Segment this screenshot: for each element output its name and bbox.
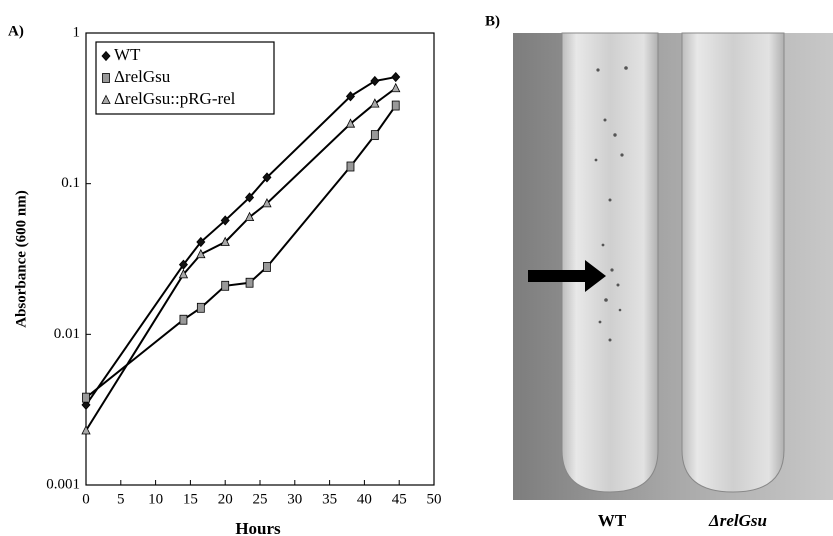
marker [370,98,380,108]
legend-label: ΔrelGsu::pRG-rel [114,89,236,108]
x-tick-label: 0 [82,491,90,507]
y-tick-label: 0.001 [46,476,80,492]
legend-box [95,41,275,115]
x-tick-label: 35 [322,491,337,507]
series-line [85,104,397,399]
x-tick-label: 10 [148,491,163,507]
marker [81,399,91,411]
panel-label: A) [8,23,24,39]
marker [391,82,401,93]
y-axis-label: Absorbance (600 nm) [13,190,29,328]
marker [263,262,271,272]
marker [81,425,91,435]
x-axis-label: Hours [235,519,281,536]
marker [370,75,380,87]
marker [391,71,401,83]
marker [221,280,230,291]
marker [179,314,188,325]
marker [220,236,230,246]
marker [196,302,205,313]
x-tick-label: 40 [357,491,372,507]
marker [178,268,189,279]
legend-marker [101,94,111,104]
photo-label: ΔrelGsu [708,511,767,530]
marker [262,172,272,183]
y-tick-label: 1 [73,24,81,40]
x-tick-label: 15 [183,491,198,507]
marker [245,277,254,288]
marker [82,392,90,403]
marker [391,100,400,111]
x-tick-label: 50 [427,491,442,507]
legend-label: ΔrelGsu [114,67,171,86]
marker [196,236,206,248]
x-tick-label: 25 [253,491,268,507]
marker [245,192,255,203]
legend-label: WT [114,45,141,64]
marker [196,248,206,259]
marker [262,197,272,208]
x-tick-label: 5 [117,491,125,507]
marker [220,215,230,226]
marker [244,211,255,221]
marker [346,161,355,172]
legend-marker [101,50,111,62]
y-tick-label: 0.1 [61,175,80,191]
x-tick-label: 45 [392,491,407,507]
marker [345,91,356,102]
marker [370,130,379,141]
x-tick-label: 20 [218,491,233,507]
y-tick-label: 0.01 [54,326,80,342]
photo-label: WT [598,511,627,530]
marker [345,118,356,128]
x-tick-label: 30 [287,491,302,507]
photo [513,32,833,500]
panel-label: B) [485,13,500,29]
series-line [85,87,397,432]
legend-marker [102,73,110,83]
